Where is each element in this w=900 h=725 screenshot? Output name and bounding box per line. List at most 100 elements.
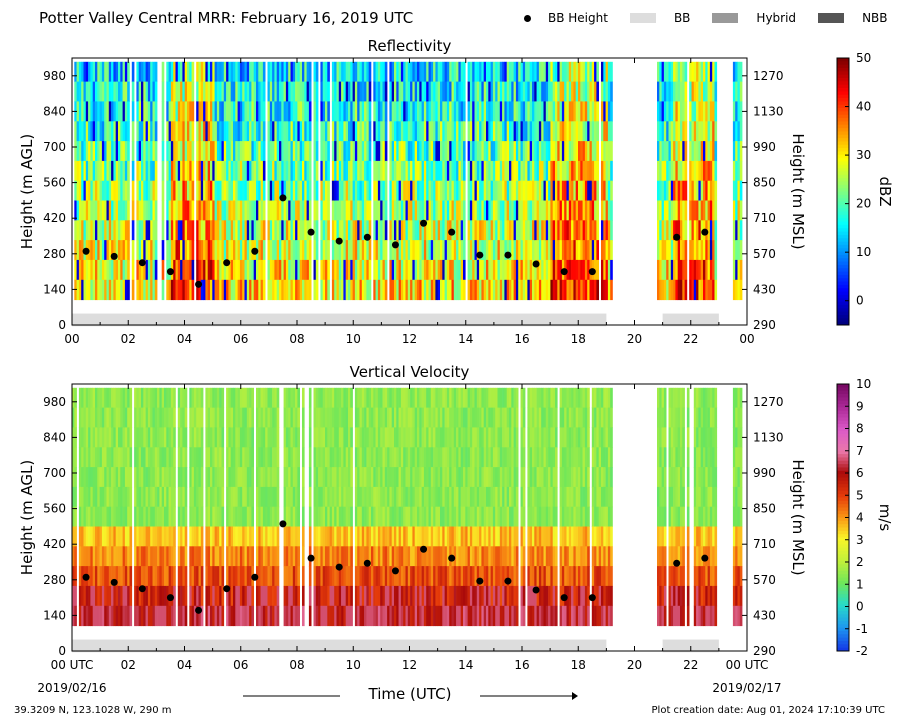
heatmap-cell (504, 61, 507, 83)
heatmap-cell (479, 160, 482, 182)
heatmap-cell (696, 101, 699, 122)
heatmap-cell (368, 200, 372, 221)
heatmap-cell (267, 141, 271, 162)
heatmap-cell (371, 605, 374, 627)
heatmap-cell (693, 279, 697, 301)
heatmap-cell (177, 200, 181, 221)
heatmap-cell (417, 447, 420, 468)
heatmap-cell (253, 101, 257, 122)
heatmap-cell (444, 240, 448, 261)
heatmap-cell (682, 279, 685, 301)
heatmap-cell (735, 141, 738, 162)
heatmap-cell (490, 61, 494, 83)
heatmap-cell (442, 279, 445, 301)
heatmap-cell (212, 407, 215, 428)
heatmap-cell (182, 407, 185, 428)
heatmap-cell (732, 279, 736, 301)
heatmap-cell (182, 486, 185, 508)
heatmap-cell (354, 486, 358, 508)
heatmap-cell (256, 141, 259, 162)
heatmap-cell (578, 279, 581, 301)
heatmap-cell (338, 566, 342, 587)
heatmap-cell (147, 407, 151, 428)
heatmap-cell (476, 141, 480, 162)
colorbar-cell (837, 131, 849, 136)
heatmap-cell (246, 180, 250, 201)
heatmap-cell (297, 101, 300, 122)
heatmap-cell (403, 407, 406, 428)
heatmap-cell (147, 387, 151, 409)
heatmap-cell (147, 81, 151, 102)
heatmap-cell (99, 467, 103, 488)
heatmap-cell (352, 220, 356, 241)
heatmap-cell (99, 447, 103, 468)
heatmap-cell (359, 387, 363, 409)
heatmap-cell (536, 200, 540, 221)
heatmap-cell (327, 279, 330, 301)
heatmap-cell (221, 407, 225, 428)
heatmap-cell (262, 81, 266, 102)
heatmap-cell (127, 605, 130, 627)
heatmap-cell (150, 240, 153, 261)
heatmap-cell (444, 81, 448, 102)
heatmap-cell (161, 526, 165, 547)
heatmap-cell (219, 180, 222, 201)
heatmap-cell (253, 121, 257, 142)
heatmap-cell (414, 427, 418, 448)
heatmap-cell (180, 387, 183, 409)
heatmap-cell (136, 200, 139, 221)
heatmap-cell (520, 200, 524, 221)
heatmap-cell (735, 160, 738, 182)
heatmap-cell (288, 467, 291, 488)
heatmap-cell (345, 605, 349, 627)
heatmap-cell (403, 180, 406, 201)
heatmap-cell (180, 81, 183, 102)
heatmap-cell (83, 279, 87, 301)
heatmap-cell (138, 447, 142, 468)
heatmap-cell (170, 180, 174, 201)
heatmap-cell (453, 61, 457, 83)
heatmap-cell (352, 200, 356, 221)
heatmap-cell (703, 160, 706, 182)
heatmap-cell (479, 121, 482, 142)
heatmap-cell (666, 141, 669, 162)
heatmap-cell (661, 81, 665, 102)
heatmap-cell (607, 220, 611, 241)
heatmap-cell (106, 427, 110, 448)
heatmap-cell (198, 121, 202, 142)
heatmap-cell (506, 180, 510, 201)
heatmap-cell (115, 279, 119, 301)
heatmap-cell (152, 605, 156, 627)
heatmap-cell (435, 447, 438, 468)
heatmap-cell (389, 61, 392, 83)
heatmap-cell (382, 81, 386, 102)
heatmap-cell (108, 585, 112, 607)
heatmap-cell (147, 585, 151, 607)
heatmap-cell (154, 546, 158, 567)
heatmap-cell (497, 121, 501, 142)
heatmap-cell (233, 585, 236, 607)
heatmap-cell (389, 240, 392, 261)
heatmap-cell (131, 160, 135, 182)
heatmap-cell (419, 279, 422, 301)
heatmap-cell (345, 61, 349, 83)
heatmap-cell (338, 605, 342, 627)
heatmap-cell (99, 141, 103, 162)
heatmap-cell (712, 279, 715, 301)
heatmap-cell (737, 259, 741, 281)
heatmap-cell (463, 180, 466, 201)
heatmap-cell (207, 61, 211, 83)
heatmap-cell (302, 61, 305, 83)
heatmap-cell (673, 240, 676, 261)
heatmap-cell (302, 387, 305, 409)
heatmap-cell (689, 101, 692, 122)
heatmap-cell (299, 220, 303, 241)
heatmap-cell (230, 180, 234, 201)
heatmap-cell (587, 279, 590, 301)
heatmap-cell (327, 259, 330, 281)
heatmap-cell (237, 605, 241, 627)
heatmap-cell (136, 101, 139, 122)
heatmap-cell (350, 407, 353, 428)
heatmap-cell (714, 180, 718, 201)
heatmap-cell (283, 407, 287, 428)
